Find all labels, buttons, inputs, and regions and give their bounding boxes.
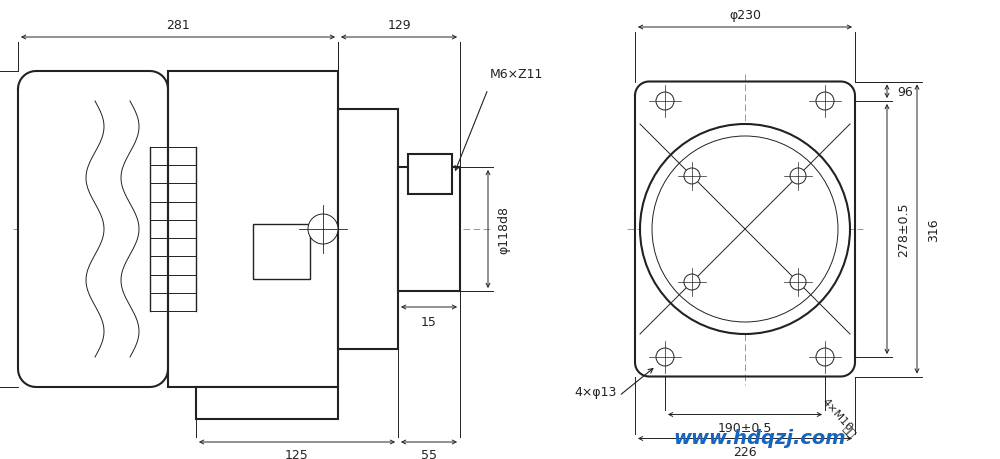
Circle shape [790, 168, 806, 185]
Circle shape [656, 93, 674, 111]
Text: 96: 96 [897, 85, 913, 99]
Polygon shape [635, 82, 855, 377]
Text: 316: 316 [927, 218, 940, 241]
Circle shape [816, 348, 834, 366]
Text: 226: 226 [733, 446, 757, 459]
Circle shape [816, 93, 834, 111]
Polygon shape [18, 72, 168, 387]
Bar [253, 224, 310, 280]
Text: 55: 55 [421, 448, 437, 459]
Circle shape [308, 214, 338, 245]
Text: 129: 129 [387, 19, 411, 32]
Bar [168, 72, 338, 387]
Bar [338, 110, 398, 349]
Circle shape [656, 348, 674, 366]
Text: φ118d8: φ118d8 [498, 206, 511, 253]
Bar [408, 155, 452, 195]
Circle shape [652, 137, 838, 322]
Text: 4×φ13: 4×φ13 [575, 386, 617, 398]
Bar [398, 168, 460, 291]
Text: www.hdqzj.com: www.hdqzj.com [674, 428, 846, 447]
Text: 深度: 深度 [840, 423, 856, 439]
Text: 278±0.5: 278±0.5 [897, 202, 910, 257]
Text: 15: 15 [421, 315, 437, 328]
Text: 4×M10: 4×M10 [820, 396, 854, 432]
Text: M6×Z11: M6×Z11 [490, 68, 543, 81]
Text: φ200: φ200 [774, 151, 806, 184]
Bar [196, 387, 338, 419]
Circle shape [684, 168, 700, 185]
Text: 190±0.5: 190±0.5 [718, 421, 772, 435]
Text: 281: 281 [166, 19, 190, 32]
Text: φ230: φ230 [729, 9, 761, 22]
Circle shape [790, 274, 806, 291]
Text: 125: 125 [285, 448, 309, 459]
Circle shape [640, 125, 850, 334]
Circle shape [684, 274, 700, 291]
Text: φ180: φ180 [659, 185, 691, 218]
